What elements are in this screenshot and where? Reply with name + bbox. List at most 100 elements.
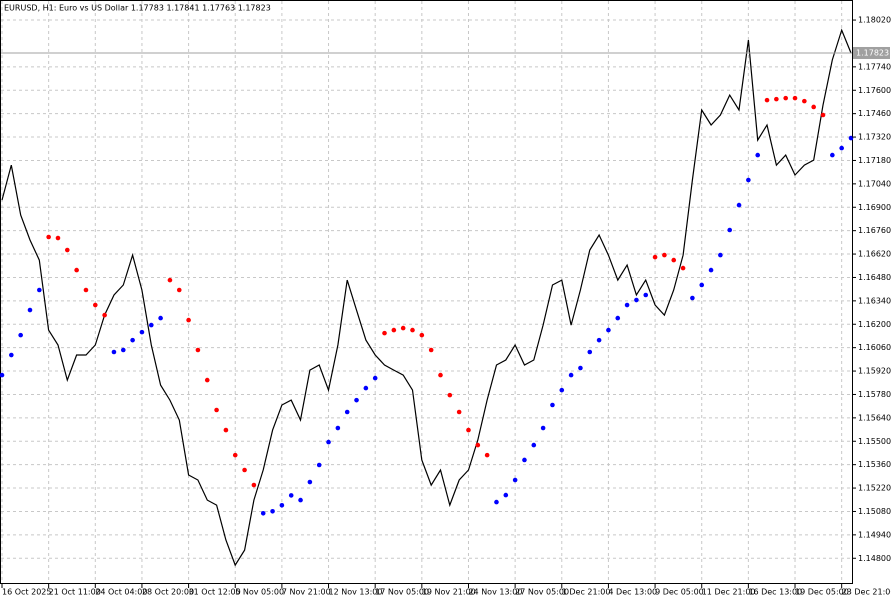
indicator-dot [419,332,425,338]
indicator-dot [176,287,182,293]
chart-title: EURUSD, H1: Euro vs US Dollar 1.17783 1.… [4,4,271,13]
indicator-dot [494,499,499,505]
indicator-dot [615,315,621,321]
indicator-dot [671,257,677,263]
x-tick-label: 9 Dec 05:00 [655,588,704,597]
x-tick-label: 31 Oct 12:00 [189,588,241,597]
indicator-dot [531,442,537,448]
indicator-dot [195,347,201,353]
x-tick-label: 11 Dec 21:00 [702,588,756,597]
indicator-dot [484,452,490,458]
y-tick-label: 1.15500 [858,437,891,446]
indicator-dot [298,497,303,503]
indicator-dot [727,227,733,233]
y-tick-label: 1.16900 [858,203,891,212]
indicator-dot [699,282,705,288]
y-tick-label: 1.18020 [858,16,891,25]
indicator-dot [652,254,658,260]
indicator-dot [802,98,807,104]
price-label-box [853,46,890,59]
indicator-dot [559,387,565,393]
indicator-dot [718,252,723,258]
indicator-dot [736,202,742,208]
indicator-dot [92,302,98,308]
indicator-dot [410,327,415,333]
indicator-dot [848,135,854,141]
indicator-dot [204,377,210,383]
indicator-dot [223,427,229,433]
indicator-dot [167,277,173,283]
indicator-dot [680,265,686,271]
indicator-dot [251,482,257,488]
indicator-dot [624,302,630,308]
indicator-dot [587,349,593,355]
y-tick-label: 1.17040 [858,179,891,188]
indicator-dot [260,511,266,516]
indicator-dot [746,177,751,183]
indicator-dot [755,152,761,158]
indicator-dot [9,352,14,358]
y-tick-label: 1.14800 [858,554,891,563]
indicator-dot [400,325,406,331]
y-tick-label: 1.15360 [858,460,891,469]
indicator-dot [643,292,649,298]
x-tick-label: 1 Dec 21:00 [562,588,611,597]
x-tick-label: 23 Dec 21:00 [842,588,891,597]
indicator-dot [27,307,33,313]
y-tick-label: 1.16760 [858,226,891,235]
indicator-dot [326,439,331,445]
indicator-dot [130,337,135,343]
y-tick-label: 1.16340 [858,296,891,305]
indicator-dot [65,247,70,253]
y-tick-label: 1.15080 [858,507,891,516]
x-tick-label: 4 Dec 13:00 [608,588,657,597]
indicator-dot [148,322,154,328]
x-tick-label: 16 Dec 13:00 [748,588,802,597]
price-label: 1.17823 [856,48,889,57]
x-tick-label: 21 Oct 11:00 [49,588,101,597]
y-tick-label: 1.16060 [858,343,891,352]
indicator-dot [307,479,313,485]
indicator-dot [186,317,191,323]
indicator-dot [690,295,695,301]
indicator-dot [792,95,798,101]
indicator-dot [391,327,397,333]
y-tick-label: 1.17740 [858,62,891,71]
indicator-dot [764,97,770,103]
indicator-dot [214,407,219,413]
x-tick-label: 5 Nov 05:00 [235,588,284,597]
x-tick-label: 28 Oct 20:00 [142,588,194,597]
y-tick-label: 1.16480 [858,273,891,282]
y-tick-label: 1.15920 [858,367,891,376]
indicator-dot [139,329,145,335]
y-tick-label: 1.16620 [858,250,891,259]
indicator-dot [475,442,481,448]
indicator-dot [783,95,788,101]
indicator-dot [820,112,826,118]
price-line-series [1,28,852,567]
indicator-dot [578,365,583,371]
x-tick-label: 27 Nov 05:00 [515,588,569,597]
indicator-dot [316,462,322,468]
indicator-dot [335,425,341,431]
y-tick-label: 1.17460 [858,109,891,118]
y-tick-label: 1.17180 [858,156,891,165]
y-tick-label: 1.14940 [858,530,891,539]
indicator-dot [83,287,89,293]
indicator-dot [18,332,23,338]
indicator-dot [354,397,359,403]
indicator-dot [512,477,518,483]
indicator-dot [447,392,453,398]
x-tick-label: 19 Nov 21:00 [422,588,476,597]
indicator-dot [428,347,434,353]
indicator-dot [550,402,555,408]
y-tick-label: 1.17320 [858,133,891,142]
indicator-dot [74,267,79,273]
x-tick-label: 24 Oct 04:00 [95,588,147,597]
indicator-dot [363,385,369,391]
indicator-dot [634,297,639,303]
indicator-dot [46,234,51,240]
indicator-dot [540,425,546,431]
indicator-dot [606,327,611,333]
